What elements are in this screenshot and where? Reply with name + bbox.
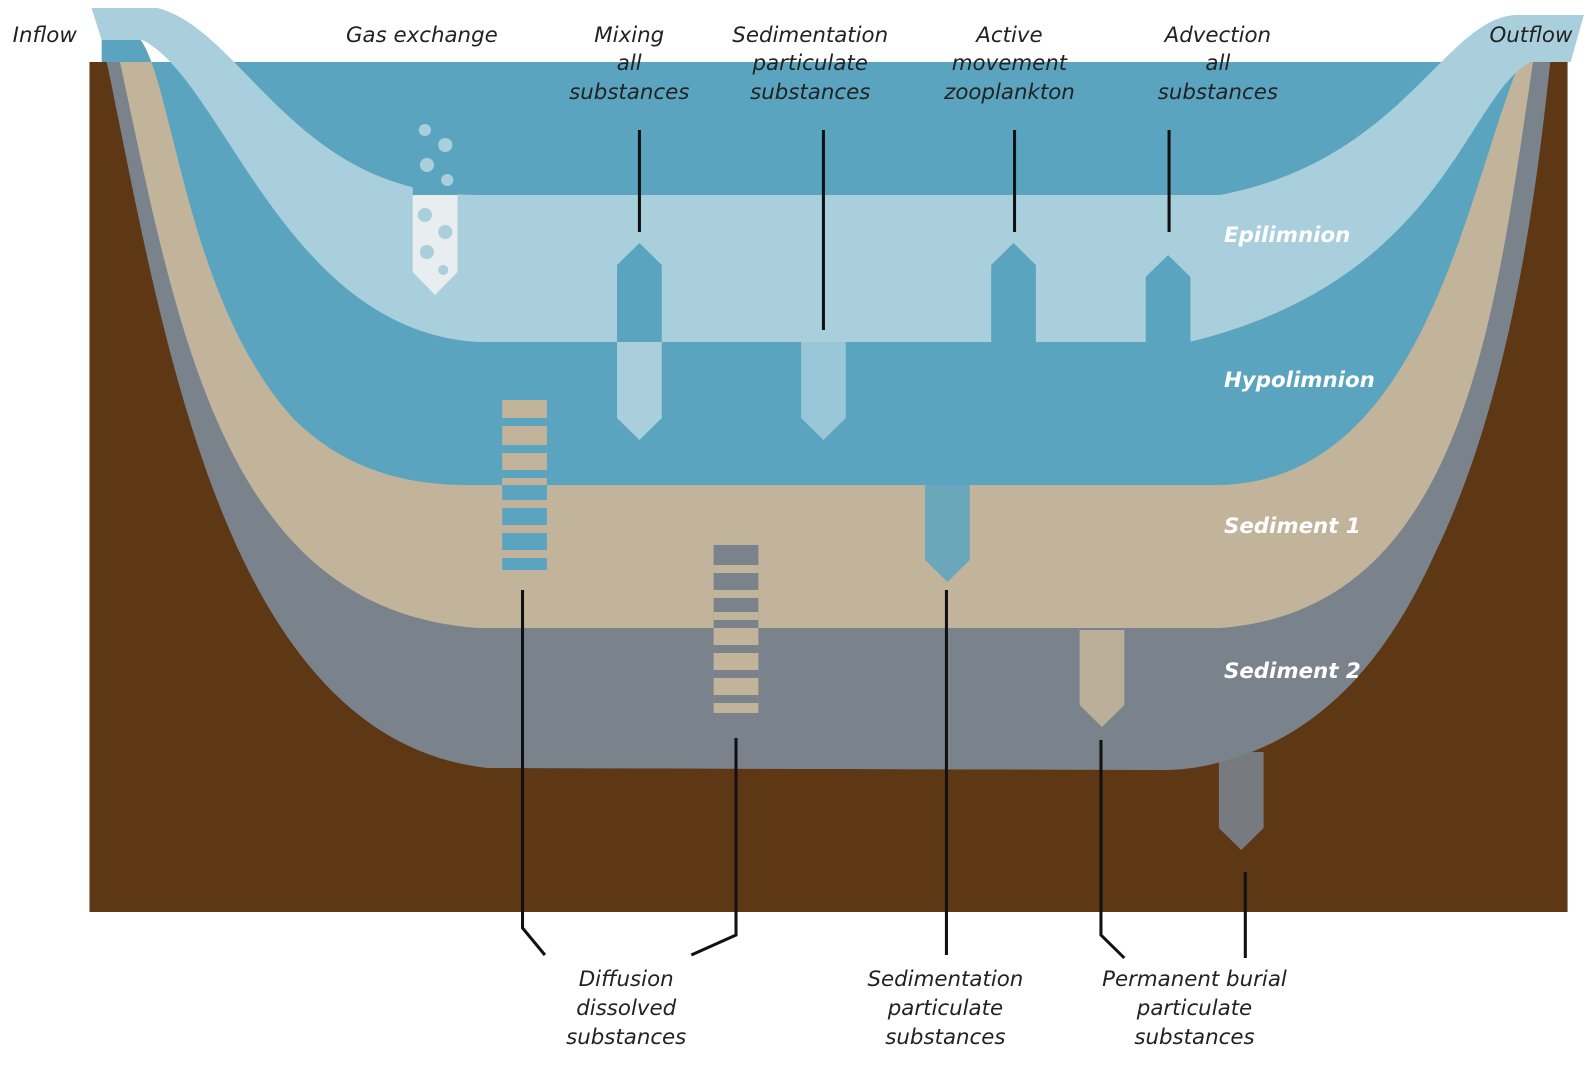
bottom-label: particulate	[1136, 995, 1252, 1020]
bottom-label: Diffusion	[579, 966, 674, 991]
top-label: all	[617, 50, 642, 75]
bottom-label: substances	[885, 1024, 1005, 1049]
layer-label: Hypolimnion	[1224, 367, 1375, 392]
top-label: Sedimentation	[732, 22, 888, 47]
bottom-label: particulate	[887, 995, 1003, 1020]
layer-label: Epilimnion	[1224, 222, 1350, 247]
outflow-label: Outflow	[1489, 22, 1573, 47]
top-label: all	[1205, 50, 1230, 75]
bottom-label: dissolved	[576, 995, 677, 1020]
inflow-label: Inflow	[13, 22, 78, 47]
top-label: substances	[750, 79, 870, 104]
top-label: substances	[569, 79, 689, 104]
bottom-label: substances	[1134, 1024, 1254, 1049]
top-label: zooplankton	[943, 79, 1075, 104]
lake-diagram: Inflow Outflow Gas exchange Mixing all s…	[0, 0, 1594, 1065]
top-label: particulate	[752, 50, 868, 75]
top-label: movement	[952, 50, 1068, 75]
layer-label: Sediment 2	[1224, 658, 1361, 683]
bottom-label: Sedimentation	[867, 966, 1023, 991]
bottom-label: Permanent burial	[1102, 966, 1287, 991]
top-label: Advection	[1163, 22, 1271, 47]
top-label: Gas exchange	[346, 22, 498, 47]
bottom-label: substances	[566, 1024, 686, 1049]
top-label: Mixing	[594, 22, 664, 47]
top-label: substances	[1158, 79, 1278, 104]
gas-exchange-icon	[413, 102, 458, 295]
layer-label: Sediment 1	[1224, 513, 1361, 538]
top-label: Active	[974, 22, 1042, 47]
